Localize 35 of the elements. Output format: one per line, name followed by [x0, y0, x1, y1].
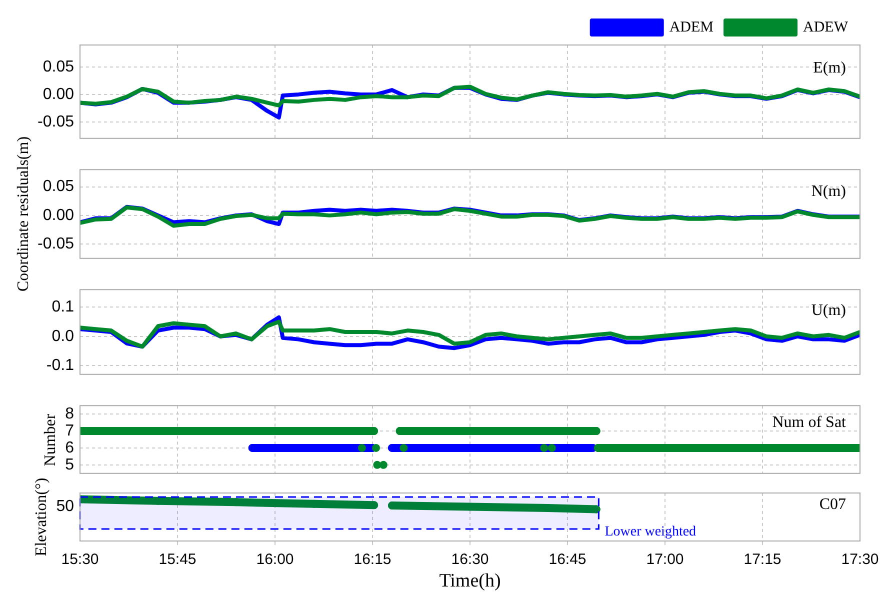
y-tick-label: 5	[65, 456, 74, 474]
annotation: C07	[819, 496, 846, 514]
band-label: Lower weighted	[604, 524, 696, 540]
y-tick-label: 0.0	[52, 328, 74, 345]
annotation: N(m)	[811, 183, 846, 200]
x-tick-label: 15:45	[158, 551, 196, 568]
y-tick-label: 0.05	[42, 58, 74, 76]
x-tick-label: 15:30	[61, 551, 99, 568]
x-tick-label: 17:30	[841, 551, 879, 568]
annotation: Num of Sat	[772, 414, 847, 431]
legend-label: ADEW	[803, 19, 849, 36]
annotation: E(m)	[813, 60, 846, 77]
y-tick-label: -0.05	[38, 113, 74, 130]
y-tick-label: 0.00	[42, 86, 74, 103]
annotation: U(m)	[811, 302, 846, 320]
y-tick-label: 0.1	[52, 298, 74, 316]
y-tick-label: -0.1	[46, 357, 74, 374]
x-tick-label: 17:00	[646, 551, 684, 568]
y-tick-label: 0.05	[42, 178, 74, 196]
y-tick-label: 0.00	[42, 206, 74, 224]
x-tick-label: 16:00	[256, 551, 294, 568]
y-axis-title: Elevation(°)	[33, 478, 52, 556]
y-axis-title: Coordinate residuals(m)	[14, 136, 33, 292]
x-tick-label: 17:15	[744, 551, 782, 568]
x-tick-label: 16:30	[451, 551, 489, 568]
y-axis-title: Number	[42, 413, 60, 466]
y-tick-label: -0.05	[38, 235, 74, 252]
legend-label: ADEM	[669, 19, 714, 36]
y-tick-label: 7	[65, 422, 74, 440]
y-tick-label: 6	[65, 439, 74, 456]
text: 50	[56, 498, 74, 515]
x-tick-label: 16:45	[548, 551, 586, 568]
x-axis-title: Time(h)	[439, 570, 501, 592]
y-tick-label: 8	[65, 405, 74, 422]
x-tick-label: 16:15	[354, 551, 392, 568]
